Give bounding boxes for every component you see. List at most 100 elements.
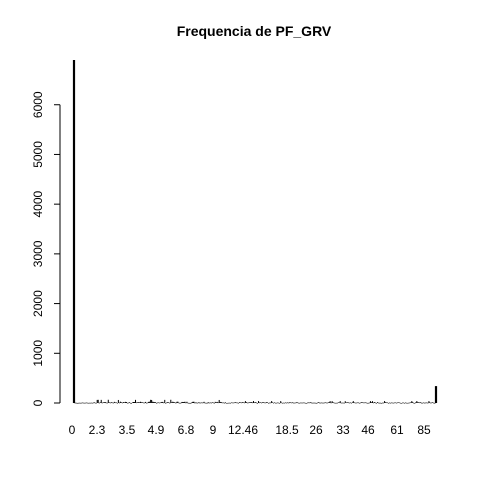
y-tick-label: 5000: [31, 141, 45, 168]
bar: [393, 402, 395, 404]
bar: [121, 402, 123, 404]
bar: [415, 402, 417, 403]
bar: [243, 402, 245, 404]
bar: [324, 402, 326, 403]
bar: [340, 402, 342, 404]
bar: [277, 402, 279, 404]
bar: [124, 401, 126, 403]
bar: [310, 402, 312, 403]
bar: [159, 402, 161, 404]
bar: [88, 402, 90, 404]
bar: [335, 402, 337, 404]
bar: [141, 402, 143, 403]
bar: [129, 402, 131, 404]
bar: [317, 402, 319, 403]
bar: [202, 402, 204, 404]
bar: [280, 401, 282, 403]
bar: [119, 401, 121, 403]
bar: [153, 401, 155, 403]
bar: [257, 402, 259, 404]
bar: [375, 402, 376, 404]
bar: [259, 402, 261, 404]
bar: [93, 402, 95, 403]
bar: [344, 401, 346, 403]
bar: [424, 402, 426, 404]
bar: [163, 402, 165, 404]
bar: [364, 402, 366, 404]
bar: [408, 402, 410, 404]
bar: [92, 402, 94, 404]
bar: [224, 402, 226, 403]
bar: [231, 402, 233, 404]
bar: [142, 402, 144, 403]
bar: [389, 402, 391, 404]
bar: [85, 402, 87, 404]
x-tick-label: 85: [417, 423, 431, 437]
bar: [402, 402, 404, 404]
bar: [423, 402, 425, 404]
bar: [201, 402, 203, 404]
bar: [301, 402, 303, 404]
bar: [219, 401, 221, 403]
bar: [343, 402, 345, 404]
bar: [388, 402, 390, 404]
bar: [366, 402, 368, 404]
bar: [379, 402, 381, 404]
bar: [390, 402, 392, 404]
bar: [171, 402, 173, 403]
bar: [311, 402, 313, 404]
bar: [391, 402, 393, 404]
bar: [148, 401, 150, 403]
bar: [288, 402, 290, 404]
bar: [313, 402, 315, 404]
bar: [322, 402, 324, 404]
bar: [358, 402, 360, 404]
bar: [289, 402, 291, 403]
bar: [255, 402, 256, 403]
bar: [164, 399, 166, 403]
bar: [74, 402, 76, 404]
bar: [242, 402, 244, 403]
bar: [368, 402, 370, 404]
bar: [131, 402, 133, 403]
bar: [337, 402, 339, 403]
bar: [382, 402, 384, 404]
bar: [387, 402, 389, 404]
bar: [143, 402, 145, 404]
bar: [294, 402, 296, 404]
bar: [188, 402, 190, 404]
bar: [215, 402, 217, 403]
bar: [432, 402, 434, 403]
bar: [113, 401, 115, 403]
bar: [78, 402, 80, 404]
bar: [241, 402, 243, 403]
bar: [166, 402, 168, 404]
bar: [233, 402, 235, 404]
bar: [292, 402, 294, 403]
bar: [425, 402, 427, 404]
bar: [81, 402, 83, 404]
bar: [361, 402, 363, 403]
x-tick-label: 33: [336, 423, 350, 437]
bar: [309, 402, 311, 404]
bar: [266, 402, 268, 403]
bar: [187, 402, 189, 404]
bar: [359, 402, 361, 404]
x-tick-label: 46: [361, 423, 375, 437]
bar: [267, 402, 269, 403]
bar: [268, 402, 270, 404]
bar: [285, 402, 287, 403]
y-tick-label: 6000: [31, 91, 45, 118]
x-tick-label: 61: [390, 423, 404, 437]
bar: [134, 402, 135, 403]
bar: [269, 402, 271, 404]
bar: [395, 402, 397, 404]
y-tick-label: 2000: [31, 290, 45, 317]
bars-group: [72, 60, 438, 404]
bar: [236, 402, 238, 404]
bar: [77, 402, 79, 404]
bar: [114, 402, 116, 404]
bar: [176, 401, 178, 403]
bar: [270, 402, 272, 404]
bar: [281, 402, 283, 404]
